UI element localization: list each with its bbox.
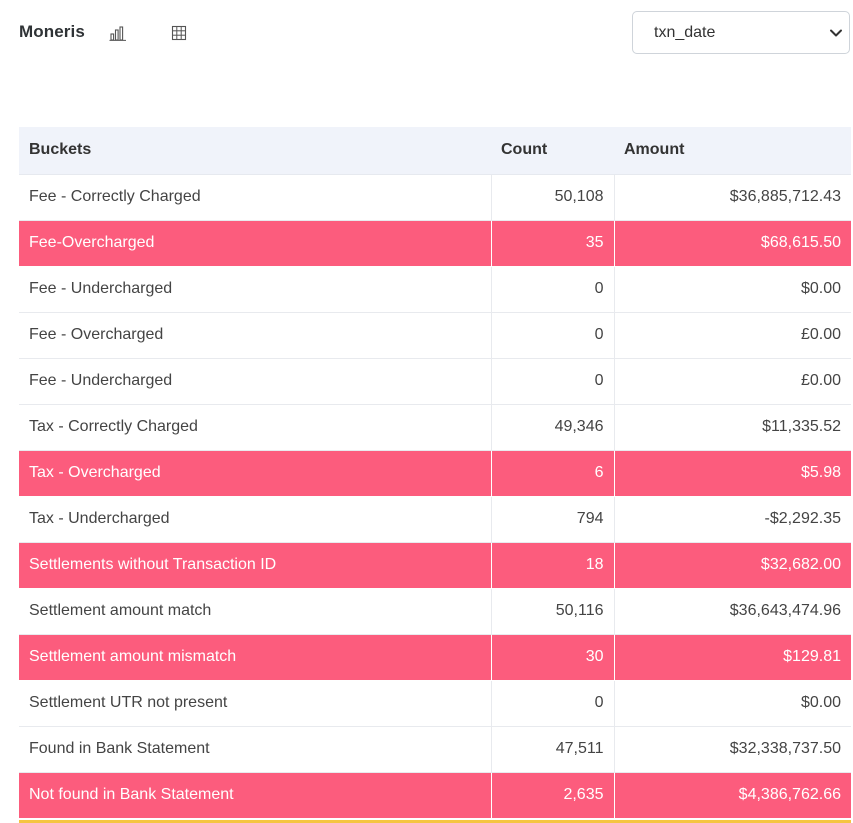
column-header-amount: Amount xyxy=(614,127,851,175)
table-row: Fee - Overcharged 0 £0.00 xyxy=(19,312,851,359)
table-row: Tax - Correctly Charged 49,346 $11,335.52 xyxy=(19,404,851,451)
amount-cell: $0.00 xyxy=(613,680,851,727)
provider-title: Moneris xyxy=(19,22,85,41)
table-row: Settlement UTR not present 0 $0.00 xyxy=(19,680,851,727)
table-row: Fee - Correctly Charged 50,108 $36,885,712… xyxy=(19,174,851,221)
table-row: Settlement amount mismatch 30 $129.81 xyxy=(19,634,851,681)
amount-cell: $32,338,737.50 xyxy=(613,726,851,773)
column-header-count: Count xyxy=(491,127,614,175)
bucket-cell: Fee-Overcharged xyxy=(19,220,491,267)
table-row: Fee - Undercharged 0 £0.00 xyxy=(19,358,851,405)
column-header-buckets: Buckets xyxy=(19,127,491,175)
amount-cell: $36,643,474.96 xyxy=(613,588,851,635)
date-field-select[interactable]: txn_date xyxy=(632,11,850,54)
bucket-cell: Fee - Correctly Charged xyxy=(19,174,491,221)
bucket-cell: Fee - Overcharged xyxy=(19,312,491,359)
table-row: Tax - Undercharged 794 -$2,292.35 xyxy=(19,496,851,543)
amount-cell: $4,386,762.66 xyxy=(613,772,851,819)
count-cell: 18 xyxy=(490,542,614,589)
count-cell: 0 xyxy=(490,680,614,727)
amount-cell: $11,335.52 xyxy=(613,404,851,451)
top-bar: Moneris txn_date xyxy=(0,0,853,70)
buckets-table: Buckets Count Amount Fee - Correctly Cha… xyxy=(19,127,851,819)
count-cell: 2,635 xyxy=(490,772,614,819)
date-field-select-value: txn_date xyxy=(654,24,716,41)
amount-cell: $129.81 xyxy=(613,634,851,681)
count-cell: 35 xyxy=(490,220,614,267)
bucket-cell: Tax - Correctly Charged xyxy=(19,404,491,451)
bucket-cell: Fee - Undercharged xyxy=(19,358,491,405)
amount-cell: $36,885,712.43 xyxy=(613,174,851,221)
table-row: Tax - Overcharged 6 $5.98 xyxy=(19,450,851,497)
table-row: Settlement amount match 50,116 $36,643,474… xyxy=(19,588,851,635)
amount-cell: -$2,292.35 xyxy=(613,496,851,543)
table-grid-icon xyxy=(171,25,187,41)
bucket-cell: Fee - Undercharged xyxy=(19,266,491,313)
amount-cell: $32,682.00 xyxy=(613,542,851,589)
count-cell: 0 xyxy=(490,266,614,313)
count-cell: 0 xyxy=(490,358,614,405)
bucket-cell: Found in Bank Statement xyxy=(19,726,491,773)
bucket-cell: Settlement amount mismatch xyxy=(19,634,491,681)
amount-cell: £0.00 xyxy=(613,312,851,359)
count-cell: 49,346 xyxy=(490,404,614,451)
table-header-row: Buckets Count Amount xyxy=(19,127,851,175)
count-cell: 6 xyxy=(490,450,614,497)
bucket-cell: Settlement UTR not present xyxy=(19,680,491,727)
table-row: Found in Bank Statement 47,511 $32,338,737… xyxy=(19,726,851,773)
bucket-cell: Settlements without Transaction ID xyxy=(19,542,491,589)
amount-cell: $0.00 xyxy=(613,266,851,313)
table-view-button[interactable] xyxy=(168,22,190,44)
bucket-cell: Tax - Overcharged xyxy=(19,450,491,497)
table-row: Not found in Bank Statement 2,635 $4,386,7… xyxy=(19,772,851,819)
count-cell: 50,116 xyxy=(490,588,614,635)
count-cell: 794 xyxy=(490,496,614,543)
chart-view-button[interactable] xyxy=(107,22,129,44)
bottom-accent-line xyxy=(19,820,851,823)
bucket-cell: Tax - Undercharged xyxy=(19,496,491,543)
table-row: Fee - Undercharged 0 $0.00 xyxy=(19,266,851,313)
count-cell: 47,511 xyxy=(490,726,614,773)
count-cell: 30 xyxy=(490,634,614,681)
count-cell: 0 xyxy=(490,312,614,359)
amount-cell: £0.00 xyxy=(613,358,851,405)
table-row: Settlements without Transaction ID 18 $32,… xyxy=(19,542,851,589)
table-row: Fee-Overcharged 35 $68,615.50 xyxy=(19,220,851,267)
bar-chart-icon xyxy=(109,26,126,41)
amount-cell: $5.98 xyxy=(613,450,851,497)
bucket-cell: Not found in Bank Statement xyxy=(19,772,491,819)
chevron-down-icon xyxy=(830,29,842,37)
amount-cell: $68,615.50 xyxy=(613,220,851,267)
count-cell: 50,108 xyxy=(490,174,614,221)
bucket-cell: Settlement amount match xyxy=(19,588,491,635)
